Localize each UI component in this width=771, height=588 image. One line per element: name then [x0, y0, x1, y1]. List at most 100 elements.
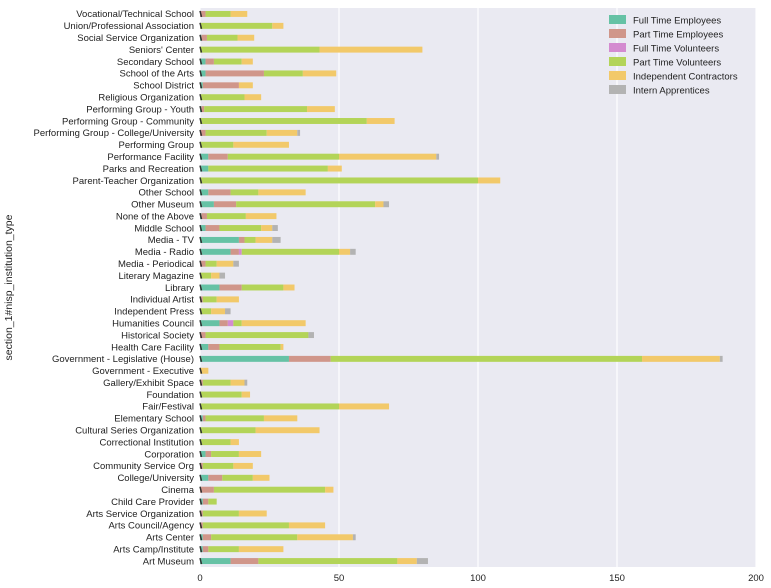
bar-segment — [211, 308, 226, 315]
y-tick-label: Media - Radio — [135, 247, 194, 258]
bar-segment — [245, 213, 277, 220]
bar-segment — [327, 165, 342, 172]
bar-base-tick — [199, 105, 203, 113]
bar-base-tick — [199, 474, 203, 481]
bar-segment — [219, 284, 242, 291]
bar-segment — [208, 474, 223, 481]
bar-segment — [375, 201, 384, 208]
y-tick-label: Art Museum — [143, 556, 194, 567]
bar-segment — [238, 248, 242, 255]
bar-base-tick — [199, 177, 203, 184]
bar-segment — [202, 522, 289, 529]
bar-segment — [205, 225, 220, 232]
bar-segment — [208, 189, 231, 196]
bar-segment — [719, 355, 723, 362]
bar-segment — [339, 153, 437, 160]
x-tick-label: 0 — [197, 573, 202, 584]
y-tick-label: Child Care Provider — [111, 497, 194, 508]
bar-segment — [208, 498, 217, 505]
y-tick-label: Media - TV — [148, 235, 195, 246]
bar-segment — [258, 558, 398, 565]
bar-segment — [219, 272, 226, 279]
bar-base-tick — [199, 10, 203, 18]
bar-base-tick — [199, 296, 203, 303]
bar-segment — [236, 201, 376, 208]
bar-segment — [211, 272, 220, 279]
bar-segment — [200, 343, 209, 350]
y-tick-label: Government - Legislative (House) — [52, 354, 194, 365]
bar-segment — [200, 141, 234, 148]
bar-segment — [213, 486, 326, 493]
bar-segment — [201, 34, 207, 41]
bar-segment — [201, 213, 207, 220]
legend-swatch — [609, 43, 626, 52]
y-tick-label: Other Museum — [131, 200, 194, 211]
bar-segment — [233, 320, 242, 327]
bar-segment — [219, 320, 228, 327]
bar-segment — [216, 296, 239, 303]
bar-segment — [200, 355, 289, 362]
bar-segment — [383, 201, 390, 208]
y-tick-label: Foundation — [146, 390, 194, 401]
bar-segment — [263, 415, 298, 422]
bar-segment — [200, 403, 339, 410]
bar-segment — [230, 439, 239, 446]
y-tick-label: Independent Press — [114, 307, 194, 318]
bar-segment — [205, 451, 212, 457]
bar-segment — [200, 260, 206, 267]
bar-segment — [200, 558, 231, 565]
bar-segment — [200, 451, 206, 457]
legend-label: Part Time Employees — [633, 30, 724, 41]
y-tick-label: Elementary School — [114, 414, 194, 425]
y-tick-label: Arts Council/Agency — [108, 521, 194, 532]
bar-segment — [280, 343, 284, 350]
bar-segment — [200, 118, 367, 124]
bar-segment — [205, 415, 264, 422]
bar-base-tick — [199, 22, 203, 29]
bar-segment — [288, 355, 331, 362]
bar-segment — [200, 201, 214, 208]
bar-segment — [200, 10, 206, 17]
y-tick-label: Parks and Recreation — [103, 164, 194, 175]
y-tick-label: Seniors' Center — [129, 45, 194, 56]
bar-segment — [200, 308, 212, 315]
y-tick-label: Performing Group - Community — [62, 116, 194, 127]
x-tick-label: 150 — [609, 573, 625, 584]
bar-segment — [330, 355, 643, 362]
bar-segment — [200, 94, 245, 101]
bar-segment — [258, 189, 306, 196]
y-tick-label: School of the Arts — [120, 69, 195, 80]
legend-label: Intern Apprentices — [633, 86, 710, 97]
bar-base-tick — [199, 534, 203, 541]
y-tick-label: Secondary School — [117, 57, 194, 68]
y-tick-label: Performing Group — [118, 140, 194, 151]
y-tick-label: Gallery/Exhibit Space — [103, 378, 194, 389]
bar-segment — [200, 284, 220, 291]
bar-base-tick — [199, 438, 203, 446]
bar-segment — [200, 391, 242, 398]
y-tick-label: Parent-Teacher Organization — [73, 176, 194, 187]
legend-swatch — [609, 71, 626, 80]
legend-label: Independent Contractors — [633, 72, 738, 83]
legend-swatch — [609, 29, 626, 38]
y-tick-label: Arts Camp/Institute — [113, 544, 194, 555]
bar-base-tick — [199, 462, 203, 470]
bar-base-tick — [199, 70, 203, 77]
bar-segment — [208, 153, 228, 160]
bar-segment — [238, 451, 262, 457]
bar-segment — [241, 248, 339, 255]
bar-base-tick — [199, 141, 203, 148]
bar-segment — [283, 284, 295, 291]
bar-segment — [261, 225, 273, 232]
bar-segment — [436, 153, 440, 160]
bar-base-tick — [199, 343, 203, 351]
bar-segment — [202, 379, 231, 386]
bar-segment — [205, 70, 264, 77]
bar-segment — [200, 236, 239, 243]
bar-segment — [230, 10, 248, 17]
y-tick-label: Community Service Org — [93, 461, 194, 472]
y-tick-label: Corporation — [144, 449, 194, 460]
bar-segment — [205, 129, 267, 136]
bar-segment — [233, 260, 239, 267]
x-tick-label: 100 — [470, 573, 486, 584]
